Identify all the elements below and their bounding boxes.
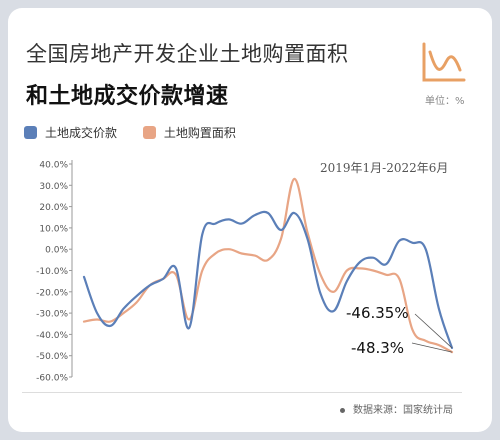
legend: 土地成交价款 土地购置面积 [24,124,258,142]
date-range: 2019年1月-2022年6月 [320,161,449,175]
legend-item-area: 土地购置面积 [142,124,236,141]
legend-swatch-orange [142,126,156,139]
y-tick-label: 40.0% [39,161,68,171]
y-tick-label: -50.0% [36,352,68,362]
series-line-land-price [82,210,454,349]
annotation-leader-area [411,342,453,353]
annotation-label-price: -46.35% [346,304,409,322]
footer-divider [22,392,462,393]
legend-swatch-blue [24,126,37,139]
y-tick-label: 10.0% [39,224,68,234]
y-tick-label: -30.0% [36,310,68,320]
chart-title-line1: 全国房地产开发企业土地购置面积 [26,42,349,66]
y-tick-label: -60.0% [36,374,68,384]
y-tick-label: 0.0% [45,246,68,256]
source-text: 数据来源：国家统计局 [353,405,453,416]
y-tick-label: -40.0% [36,331,68,341]
chart-title-line2: 和土地成交价款增速 [26,84,229,109]
chart-logo-icon [422,42,466,82]
y-tick-label: -10.0% [36,267,68,277]
chart-card [8,8,492,432]
annotation-label-area: -48.3% [351,339,404,357]
source-note: 数据来源：国家统计局 [340,401,453,416]
y-tick-label: 30.0% [39,182,68,192]
series-line-land-area [82,177,454,354]
annotation-leader-price [414,313,453,349]
y-tick-label: -20.0% [36,288,68,298]
unit-label: 单位：% [425,96,465,107]
legend-label-area: 土地购置面积 [163,126,236,140]
y-tick-label: 20.0% [39,203,68,213]
legend-item-price: 土地成交价款 [24,124,117,141]
bullet-icon [340,407,345,413]
legend-label-price: 土地成交价款 [45,126,118,140]
